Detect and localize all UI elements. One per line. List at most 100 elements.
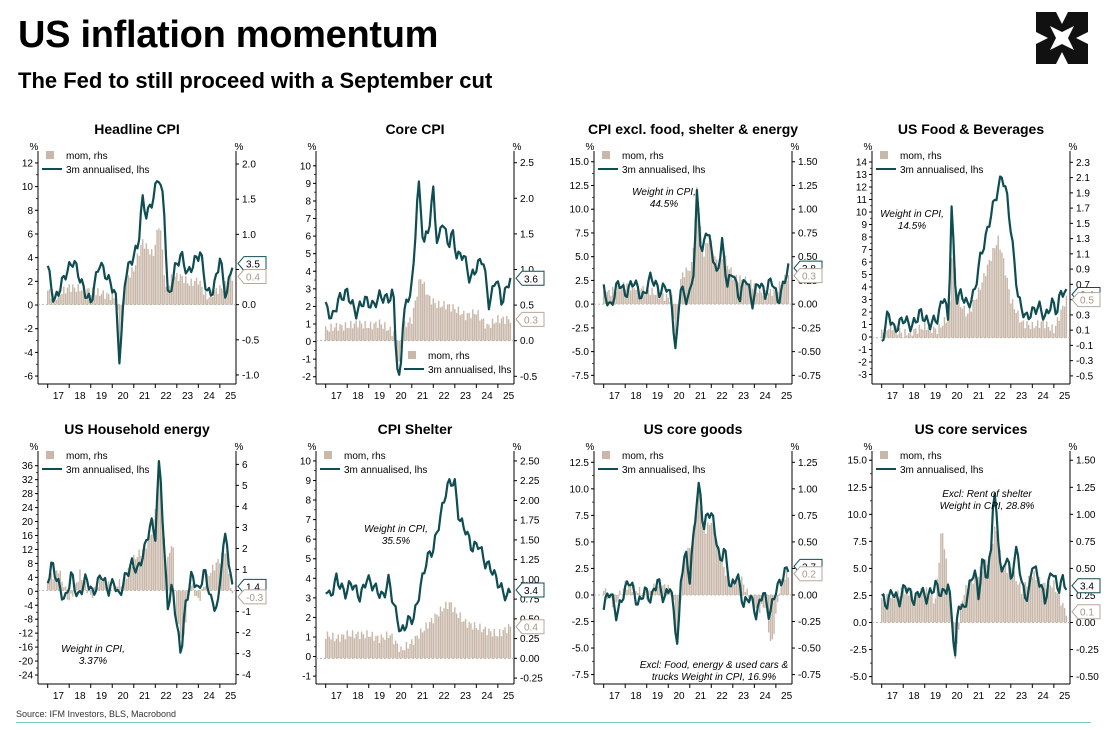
- bar: [57, 290, 60, 305]
- bar: [701, 512, 704, 595]
- bar: [380, 324, 382, 341]
- right-tick-label: 0.5: [520, 301, 534, 312]
- bar: [694, 518, 696, 595]
- legend-label-bar: mom, rhs: [66, 451, 108, 462]
- callout-box: [1071, 292, 1101, 308]
- bar: [674, 304, 677, 347]
- left-tick-label: 10: [856, 208, 868, 219]
- bar: [1049, 330, 1051, 338]
- bar: [195, 277, 198, 305]
- bar: [75, 582, 78, 591]
- bar: [432, 298, 435, 341]
- right-tick-label: -0.25: [798, 617, 821, 628]
- bar: [405, 642, 408, 659]
- bar: [920, 328, 922, 338]
- bar-value-callout: 0.4: [237, 269, 267, 285]
- x-tick-label: 22: [438, 391, 450, 402]
- bar: [889, 597, 892, 623]
- x-tick-label: 19: [652, 691, 664, 702]
- x-tick-label: 17: [53, 691, 65, 702]
- right-tick-label: 2.3: [1076, 158, 1090, 169]
- bar: [706, 243, 709, 305]
- bar: [699, 225, 702, 305]
- bar: [167, 556, 169, 591]
- left-unit-label: %: [864, 142, 873, 153]
- bar: [724, 575, 727, 595]
- bar: [506, 633, 508, 659]
- legend-label-line: 3m annualised, lhs: [344, 465, 427, 476]
- bar: [107, 581, 110, 591]
- right-tick-label: 1.50: [798, 157, 818, 168]
- bar: [326, 330, 329, 341]
- bar: [100, 294, 103, 305]
- bar: [968, 581, 971, 623]
- right-tick-label: 1.50: [1076, 456, 1096, 467]
- bar: [208, 297, 210, 305]
- right-unit-label: %: [1069, 142, 1078, 153]
- bar: [479, 320, 481, 341]
- x-tick-label: 18: [630, 691, 642, 702]
- left-tick-label: 36: [22, 461, 34, 472]
- chart-grid: Headline CPI% %121086420-2-4-62.01.51.00.…: [19, 121, 1101, 702]
- bar: [72, 590, 74, 597]
- bar: [947, 582, 949, 623]
- legend-label-bar: mom, rhs: [900, 151, 942, 162]
- annotation-line: trucks Weight in CPI, 16.9%: [652, 672, 776, 683]
- bar: [75, 291, 78, 305]
- bar: [1049, 585, 1051, 623]
- left-tick-label: 12.5: [570, 181, 590, 192]
- bar: [131, 566, 133, 591]
- bar: [181, 276, 183, 305]
- x-tick-label: 24: [760, 691, 772, 702]
- bar: [891, 330, 894, 338]
- bar: [658, 580, 660, 595]
- bar: [423, 282, 426, 341]
- legend-swatch-bar: [46, 151, 54, 159]
- bar: [1015, 312, 1017, 338]
- left-tick-label: -1: [302, 672, 311, 683]
- bar: [84, 293, 87, 305]
- bar: [1063, 306, 1066, 338]
- bar: [967, 313, 969, 338]
- legend-swatch-bar: [602, 151, 610, 159]
- chart-title: US Food & Beverages: [898, 121, 1044, 137]
- bar: [446, 608, 449, 659]
- bar: [983, 272, 985, 338]
- bar: [46, 583, 49, 591]
- bar: [213, 570, 216, 591]
- x-tick-label: 24: [760, 391, 772, 402]
- bar: [938, 324, 940, 338]
- x-tick-label: 20: [117, 691, 129, 702]
- bar: [172, 279, 174, 305]
- bar: [48, 289, 51, 305]
- right-tick-label: 0.9: [1076, 265, 1090, 276]
- chart-title: CPI excl. food, shelter & energy: [588, 121, 798, 137]
- right-unit-label: %: [791, 442, 800, 453]
- x-tick-label: 19: [930, 391, 942, 402]
- bar: [441, 306, 443, 341]
- bar: [782, 283, 784, 305]
- bar: [631, 592, 634, 595]
- bar-value-label: 0.3: [524, 315, 538, 326]
- bar: [662, 293, 664, 305]
- bar: [647, 289, 650, 305]
- bar: [943, 549, 946, 623]
- bar: [911, 590, 913, 623]
- bar: [1031, 577, 1034, 623]
- bar: [427, 628, 429, 659]
- bar: [638, 586, 641, 595]
- x-tick-label: 21: [139, 391, 151, 402]
- right-tick-label: -1.0: [242, 370, 260, 381]
- left-tick-label: 10: [22, 182, 34, 193]
- callout-box: [515, 311, 545, 327]
- bar: [746, 588, 748, 595]
- bar: [206, 299, 209, 305]
- right-tick-label: 3: [242, 523, 248, 534]
- bar: [491, 318, 494, 341]
- left-tick-label: -1: [302, 355, 311, 366]
- left-tick-label: 11: [857, 195, 868, 206]
- bar: [502, 630, 504, 659]
- bar: [156, 230, 158, 305]
- left-tick-label: -4: [24, 601, 33, 612]
- bar-value-callout: 0.4: [515, 619, 545, 635]
